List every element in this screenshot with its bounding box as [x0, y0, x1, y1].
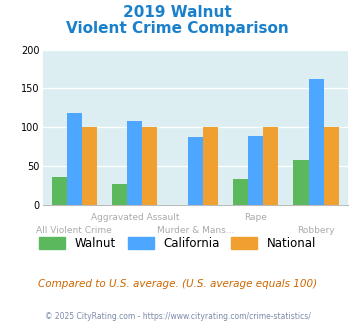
- Bar: [324, 127, 339, 205]
- Bar: [294, 160, 308, 205]
- Legend: Walnut, California, National: Walnut, California, National: [34, 232, 321, 255]
- Text: © 2025 CityRating.com - https://www.cityrating.com/crime-statistics/: © 2025 CityRating.com - https://www.city…: [45, 312, 310, 321]
- Text: Rape: Rape: [244, 213, 267, 222]
- Bar: [233, 179, 248, 205]
- Bar: [203, 127, 218, 205]
- Text: Robbery: Robbery: [297, 226, 335, 235]
- Text: Murder & Mans...: Murder & Mans...: [157, 226, 234, 235]
- Bar: [188, 137, 203, 205]
- Text: Compared to U.S. average. (U.S. average equals 100): Compared to U.S. average. (U.S. average …: [38, 279, 317, 289]
- Bar: [52, 178, 67, 205]
- Bar: [127, 121, 142, 205]
- Text: All Violent Crime: All Violent Crime: [37, 226, 112, 235]
- Bar: [112, 184, 127, 205]
- Bar: [67, 113, 82, 205]
- Bar: [248, 136, 263, 205]
- Text: Aggravated Assault: Aggravated Assault: [91, 213, 179, 222]
- Text: 2019 Walnut: 2019 Walnut: [123, 5, 232, 20]
- Text: Violent Crime Comparison: Violent Crime Comparison: [66, 21, 289, 36]
- Bar: [263, 127, 278, 205]
- Bar: [308, 79, 324, 205]
- Bar: [82, 127, 97, 205]
- Bar: [142, 127, 158, 205]
